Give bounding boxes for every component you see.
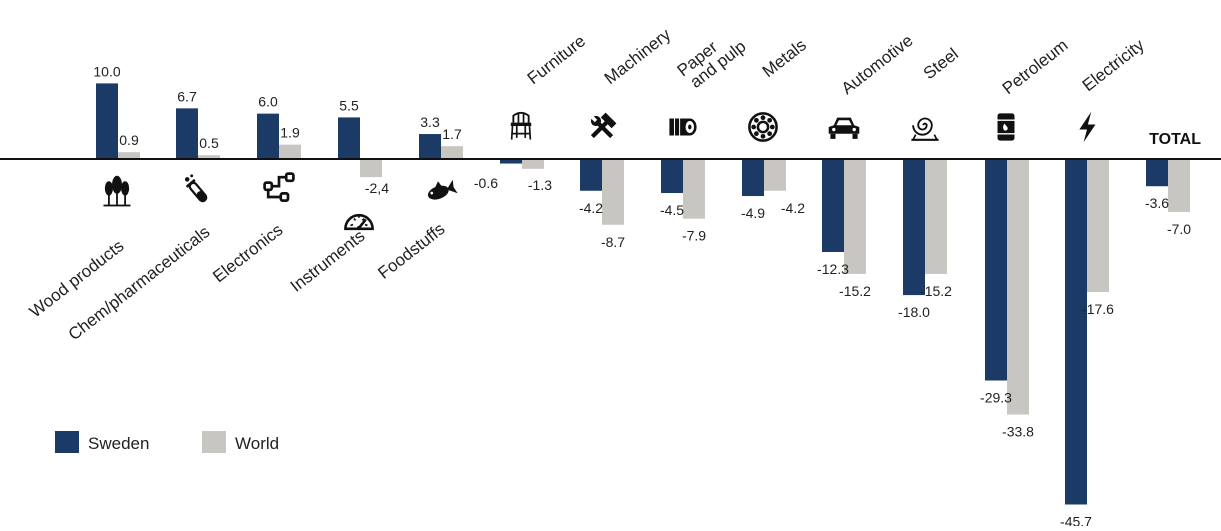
bar-world-petroleum bbox=[1007, 159, 1029, 415]
value-label-sweden-foodstuffs: 3.3 bbox=[420, 114, 440, 130]
bar-world-steel bbox=[925, 159, 947, 274]
value-label-sweden-automotive: -12.3 bbox=[817, 261, 849, 277]
bars-layer bbox=[96, 83, 1190, 505]
steel-coil-icon bbox=[910, 117, 940, 141]
value-label-world-chem-pharmaceuticals: 0.5 bbox=[199, 135, 219, 151]
bar-sweden-machinery bbox=[580, 159, 602, 191]
bar-sweden-petroleum bbox=[985, 159, 1007, 381]
category-label-paper-and-pulp: Paperand pulp bbox=[674, 23, 750, 93]
bar-sweden-paper-and-pulp bbox=[661, 159, 683, 194]
value-label-sweden-metals: -4.9 bbox=[741, 205, 765, 221]
category-label-metals: Metals bbox=[759, 35, 810, 81]
value-label-world-petroleum: -33.8 bbox=[1002, 424, 1034, 440]
category-label-electricity: Electricity bbox=[1079, 35, 1148, 95]
bar-sweden-automotive bbox=[822, 159, 844, 252]
value-label-world-machinery: -8.7 bbox=[601, 234, 625, 250]
bar-world-instruments bbox=[360, 159, 382, 178]
category-label-total: TOTAL bbox=[1149, 131, 1201, 148]
bar-world-paper-and-pulp bbox=[683, 159, 705, 219]
bar-world-automotive bbox=[844, 159, 866, 274]
legend-swatch-world bbox=[202, 431, 226, 453]
test-tube-icon bbox=[183, 174, 211, 205]
bar-world-furniture bbox=[522, 159, 544, 169]
value-label-sweden-paper-and-pulp: -4.5 bbox=[660, 202, 684, 218]
bar-sweden-metals bbox=[742, 159, 764, 197]
bar-world-chem-pharmaceuticals bbox=[198, 155, 220, 159]
value-label-sweden-electricity: -45.7 bbox=[1060, 513, 1092, 526]
bar-world-metals bbox=[764, 159, 786, 191]
value-label-world-total: -7.0 bbox=[1167, 221, 1191, 237]
bar-sweden-electronics bbox=[257, 113, 279, 159]
category-label-steel: Steel bbox=[920, 44, 962, 83]
bar-sweden-furniture bbox=[500, 159, 522, 164]
value-label-sweden-electronics: 6.0 bbox=[258, 94, 278, 110]
value-label-sweden-steel: -18.0 bbox=[898, 304, 930, 320]
bar-world-foodstuffs bbox=[441, 146, 463, 159]
category-label-furniture: Furniture bbox=[524, 31, 589, 88]
oil-barrel-icon bbox=[996, 112, 1016, 142]
bar-world-electricity bbox=[1087, 159, 1109, 293]
category-label-chem-pharmaceuticals: Chem/pharmaceuticals bbox=[65, 222, 214, 344]
car-icon bbox=[828, 117, 860, 139]
value-label-world-steel: -15.2 bbox=[920, 283, 952, 299]
value-label-sweden-wood-products: 10.0 bbox=[93, 63, 120, 79]
bar-sweden-steel bbox=[903, 159, 925, 296]
value-label-world-wood-products: 0.9 bbox=[119, 132, 139, 148]
value-label-world-metals: -4.2 bbox=[781, 200, 805, 216]
bar-sweden-wood-products bbox=[96, 83, 118, 159]
gauge-icon bbox=[344, 213, 374, 232]
bar-world-total bbox=[1168, 159, 1190, 212]
bar-world-machinery bbox=[602, 159, 624, 225]
legend: Sweden World bbox=[55, 431, 279, 453]
bar-sweden-foodstuffs bbox=[419, 134, 441, 159]
legend-label-world: World bbox=[235, 434, 279, 453]
value-label-world-electricity: -17.6 bbox=[1082, 301, 1114, 317]
value-label-world-electronics: 1.9 bbox=[280, 125, 300, 141]
category-label-petroleum: Petroleum bbox=[999, 35, 1072, 98]
legend-label-sweden: Sweden bbox=[88, 434, 149, 453]
tools-icon bbox=[586, 112, 617, 143]
value-label-world-instruments: -2,4 bbox=[365, 180, 389, 196]
value-label-sweden-petroleum: -29.3 bbox=[980, 390, 1012, 406]
value-label-sweden-furniture: -0.6 bbox=[474, 175, 498, 191]
lightning-icon bbox=[1079, 111, 1096, 143]
value-label-world-foodstuffs: 1.7 bbox=[442, 126, 462, 142]
category-label-automotive: Automotive bbox=[838, 31, 917, 98]
bar-sweden-total bbox=[1146, 159, 1168, 187]
category-label-foodstuffs: Foodstuffs bbox=[374, 219, 448, 283]
value-label-sweden-instruments: 5.5 bbox=[339, 97, 359, 113]
value-label-sweden-chem-pharmaceuticals: 6.7 bbox=[177, 88, 197, 104]
bar-world-wood-products bbox=[118, 152, 140, 159]
legend-swatch-sweden bbox=[55, 431, 79, 453]
category-label-electronics: Electronics bbox=[209, 220, 286, 286]
chair-icon bbox=[509, 111, 533, 141]
category-label-instruments: Instruments bbox=[287, 226, 369, 296]
circuit-icon bbox=[263, 172, 295, 202]
bar-sweden-chem-pharmaceuticals bbox=[176, 108, 198, 159]
paper-roll-icon bbox=[668, 117, 698, 137]
bar-sweden-instruments bbox=[338, 117, 360, 159]
trees-icon bbox=[103, 175, 131, 207]
fish-icon bbox=[424, 176, 458, 204]
value-label-world-furniture: -1.3 bbox=[528, 177, 552, 193]
value-label-world-paper-and-pulp: -7.9 bbox=[682, 228, 706, 244]
category-label-machinery: Machinery bbox=[601, 25, 675, 89]
bar-world-electronics bbox=[279, 144, 301, 159]
bearing-icon bbox=[748, 112, 778, 142]
value-label-sweden-machinery: -4.2 bbox=[579, 200, 603, 216]
value-label-world-automotive: -15.2 bbox=[839, 283, 871, 299]
value-label-sweden-total: -3.6 bbox=[1145, 195, 1169, 211]
bar-sweden-electricity bbox=[1065, 159, 1087, 505]
